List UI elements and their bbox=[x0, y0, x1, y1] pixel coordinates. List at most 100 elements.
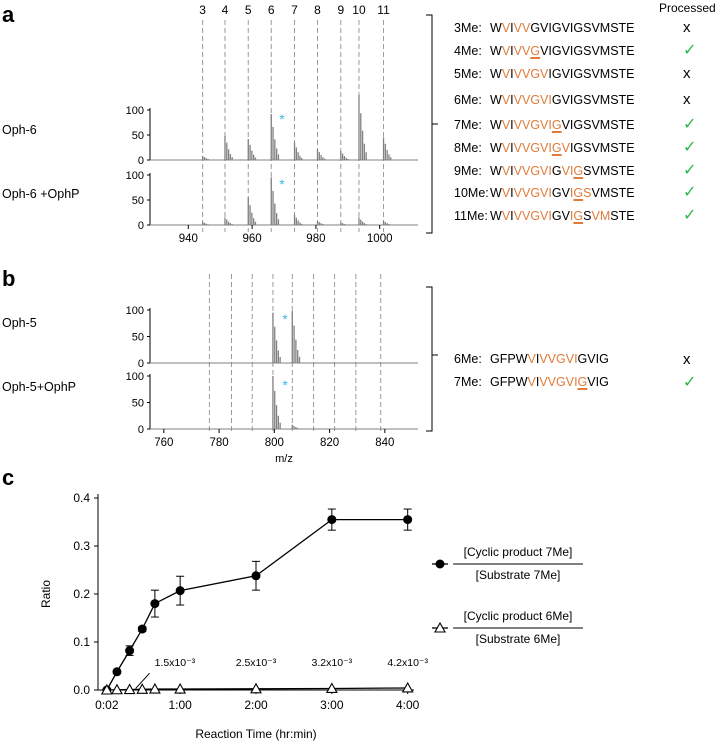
spec-a-peak-label-1: 4 bbox=[222, 3, 229, 17]
sequence-residues: W bbox=[490, 44, 502, 58]
processed-check-icon: ✓ bbox=[683, 139, 697, 156]
panel-letter-b: b bbox=[2, 266, 16, 291]
spec-a-trace0-ytick-label-0: 0 bbox=[138, 155, 144, 167]
sequence-residues: I bbox=[510, 21, 514, 35]
series-6me-point-2 bbox=[123, 683, 136, 695]
legend-7me-symbol bbox=[435, 559, 445, 569]
series-7me-point-5 bbox=[175, 586, 185, 596]
sequence-residues: V bbox=[513, 21, 522, 35]
sequence-residues: V bbox=[561, 164, 570, 178]
spec-a-xtick-label-1: 960 bbox=[243, 233, 262, 245]
sequence-residues: W bbox=[490, 141, 502, 155]
sequence-row: 3Me: WVIVVGVIGVIGSVMSTE bbox=[454, 22, 635, 35]
sequence-residues: GV bbox=[551, 209, 570, 223]
sequence-residues: I bbox=[569, 164, 574, 178]
sequence-row: 6Me: GFPWVIVVGVIGVIG bbox=[454, 353, 609, 366]
spec-a-xtick-label-2: 980 bbox=[306, 233, 325, 245]
sequence-residues: S bbox=[583, 186, 592, 200]
sequence-residues: GVIG bbox=[577, 352, 609, 366]
spec-b-trace1-star: * bbox=[282, 377, 288, 393]
chart-annotation-0: 1.5x10⁻³ bbox=[155, 657, 196, 669]
sequence-row: 10Me:WVIVVGVIGVIGSVMSTE bbox=[454, 187, 635, 200]
spec-a-bracket bbox=[426, 14, 433, 234]
spec-b-trace1-ytick-label-1: 50 bbox=[132, 398, 144, 410]
series-6me-point-8 bbox=[401, 681, 414, 693]
sequence-residues: V bbox=[501, 186, 511, 200]
sequence-residues: W bbox=[490, 93, 502, 107]
spec-b-bracket bbox=[426, 286, 433, 432]
sequence-residues: VMSTE bbox=[591, 186, 635, 200]
sequence-row: 8Me: WVIVVGVIGVIGSVMSTE bbox=[454, 142, 635, 155]
spec-b-xtick-label-1: 780 bbox=[209, 437, 228, 449]
spec-b-xlabel: m/z bbox=[275, 453, 293, 465]
sequence-label: 7Me: bbox=[454, 375, 482, 389]
sequence-residues: SVMSTE bbox=[583, 164, 635, 178]
sequence-residues: W bbox=[490, 164, 502, 178]
sequence-row: 7Me: GFPWVIVVGVIGVIG bbox=[454, 376, 609, 389]
sequence-residues: V bbox=[501, 21, 511, 35]
series-7me-point-3 bbox=[137, 624, 147, 634]
sequence-row: 4Me: WVIVVGVIGVIGSVMSTE bbox=[454, 45, 635, 58]
sequence-residues: GV bbox=[551, 186, 570, 200]
sequence-residues: V bbox=[527, 375, 536, 389]
sequence-residues: V bbox=[501, 44, 511, 58]
spec-b-trace0-ytick-label-2: 100 bbox=[126, 305, 144, 317]
sequence-residues: V bbox=[501, 209, 511, 223]
sequence-residues: V bbox=[501, 67, 511, 81]
processed-check-icon: ✓ bbox=[683, 116, 697, 133]
spec-b-xtick-label-2: 800 bbox=[265, 437, 284, 449]
spec-a-peak-label-0: 3 bbox=[199, 3, 206, 17]
series-6me-point-4 bbox=[148, 682, 161, 694]
spec-b-trace1-ytick-label-2: 100 bbox=[126, 371, 144, 383]
series-6me-point-1 bbox=[111, 683, 123, 695]
sequence-residues: VVGVI bbox=[513, 164, 552, 178]
chart-xlabel: Reaction Time (hr:min) bbox=[195, 727, 316, 741]
spec-a-peak-label-3: 6 bbox=[268, 3, 275, 17]
series-7me-point-8 bbox=[403, 515, 413, 525]
legend-6me-denominator: [Substrate 6Me] bbox=[475, 632, 561, 646]
legend-6me-numerator: [Cyclic product 6Me] bbox=[463, 609, 573, 623]
sequence-residues: GVIGSVMSTE bbox=[551, 93, 635, 107]
series-6me-point-6 bbox=[250, 682, 262, 694]
sequence-residues: G bbox=[573, 209, 584, 223]
chart-ytick-label-1: 0.1 bbox=[73, 635, 90, 649]
sequence-label: 5Me: bbox=[454, 67, 482, 81]
not-processed-x-icon: x bbox=[683, 91, 691, 108]
sequence-label: 6Me: bbox=[454, 93, 482, 107]
sequence-residues: W bbox=[490, 118, 502, 132]
processed-check-icon: ✓ bbox=[683, 374, 697, 391]
sequence-label: 6Me: bbox=[454, 352, 482, 366]
spec-a-peak-label-7: 10 bbox=[352, 3, 366, 17]
sequence-residues: V bbox=[501, 93, 511, 107]
chart-annotation-2: 3.2x10⁻³ bbox=[312, 657, 353, 669]
sequence-row: 11Me: WVIVVGVIGVIGSVMSTE bbox=[454, 210, 635, 223]
spec-a-trace1-ytick-label-0: 0 bbox=[138, 220, 144, 232]
sequence-residues: I bbox=[510, 141, 514, 155]
sequence-residues: G bbox=[530, 44, 541, 58]
series-7me-point-2 bbox=[125, 646, 135, 656]
series-7me-point-4 bbox=[150, 599, 160, 609]
chart-annotation-leader-0 bbox=[135, 672, 150, 689]
sequence-residues: V bbox=[501, 118, 511, 132]
panel-letter-c: c bbox=[2, 465, 15, 490]
spec-a-trace1-ytick-label-1: 50 bbox=[132, 195, 144, 207]
sequence-residues: G bbox=[551, 141, 562, 155]
not-processed-x-icon: x bbox=[683, 65, 691, 82]
spec-a-trace0-ytick-label-1: 50 bbox=[132, 130, 144, 142]
sequence-residues: IGVIGSVMSTE bbox=[548, 67, 635, 81]
sequence-label: 11Me: bbox=[454, 209, 488, 223]
sequence-label: 7Me: bbox=[454, 118, 482, 132]
spec-b-xtick-label-4: 840 bbox=[375, 437, 394, 449]
sequence-residues: GFPW bbox=[490, 375, 528, 389]
chart-annotation-1: 2.5x10⁻³ bbox=[236, 657, 277, 669]
processed-check-icon: ✓ bbox=[683, 207, 697, 224]
sequence-row: 6Me: WVIVVGVIGVIGSVMSTE bbox=[454, 94, 635, 107]
sequence-residues: I bbox=[510, 186, 514, 200]
sequence-residues: VVG bbox=[513, 67, 541, 81]
spec-a-peak-label-4: 7 bbox=[291, 3, 298, 17]
sequence-residues: V bbox=[540, 67, 549, 81]
chart-xtick-label-0: 0:02 bbox=[95, 698, 119, 712]
sequence-residues: I bbox=[535, 375, 540, 389]
chart-xtick-label-1: 1:00 bbox=[168, 698, 192, 712]
